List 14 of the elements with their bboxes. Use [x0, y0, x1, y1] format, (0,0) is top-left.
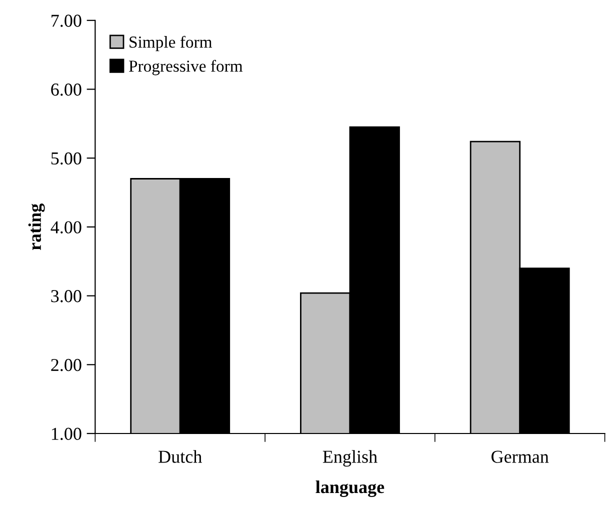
y-tick-label: 5.00 — [51, 152, 82, 165]
legend-label: Simple form — [130, 36, 212, 52]
y-tick-label: 3.00 — [51, 290, 82, 302]
x-axis-title: language — [316, 480, 384, 497]
y-tick-label: 4.00 — [50, 221, 82, 234]
legend-label: Progressive form — [128, 60, 243, 76]
x-tick-label: German — [492, 450, 549, 463]
x-tick-label: English — [322, 450, 378, 467]
y-tick-label: 6.00 — [51, 84, 82, 96]
y-tick-label: 1.00 — [52, 428, 82, 440]
y-tick-label: 7.00 — [52, 14, 82, 27]
y-tick-label: 2.00 — [51, 358, 82, 372]
x-tick-label: Dutch — [158, 450, 202, 463]
y-axis-title: rating — [28, 204, 45, 250]
